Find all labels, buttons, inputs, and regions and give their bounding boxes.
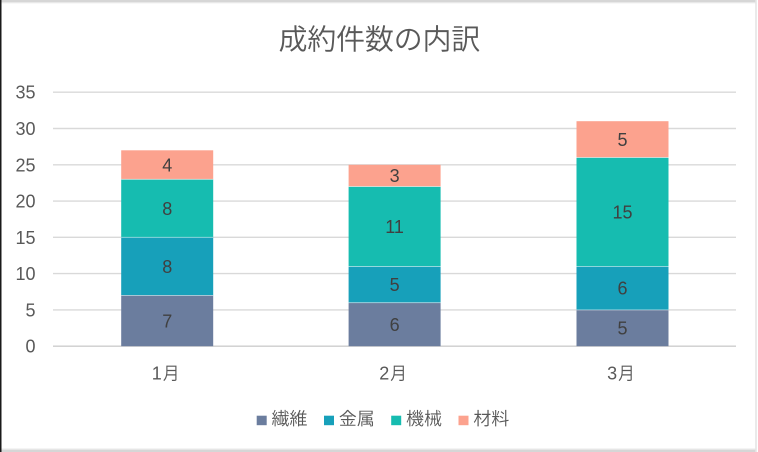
svg-text:6: 6: [617, 279, 627, 299]
svg-text:3: 3: [390, 166, 400, 186]
svg-text:10: 10: [15, 264, 35, 284]
svg-text:8: 8: [162, 257, 172, 277]
svg-text:1: 1: [152, 364, 162, 384]
svg-text:5: 5: [617, 319, 627, 339]
svg-text:6: 6: [390, 315, 400, 335]
svg-text:5: 5: [617, 130, 627, 150]
svg-text:5: 5: [390, 275, 400, 295]
svg-text:3: 3: [607, 364, 617, 384]
svg-text:11: 11: [385, 217, 404, 237]
svg-text:2: 2: [379, 364, 389, 384]
svg-text:4: 4: [162, 155, 172, 175]
svg-text:0: 0: [25, 337, 35, 357]
svg-text:7: 7: [162, 311, 172, 331]
svg-text:30: 30: [15, 119, 35, 139]
svg-text:20: 20: [15, 192, 35, 212]
svg-text:15: 15: [612, 202, 632, 222]
svg-text:25: 25: [15, 155, 35, 175]
svg-text:35: 35: [15, 83, 35, 103]
svg-text:15: 15: [15, 228, 35, 248]
svg-text:5: 5: [25, 300, 35, 320]
svg-text:8: 8: [162, 199, 172, 219]
